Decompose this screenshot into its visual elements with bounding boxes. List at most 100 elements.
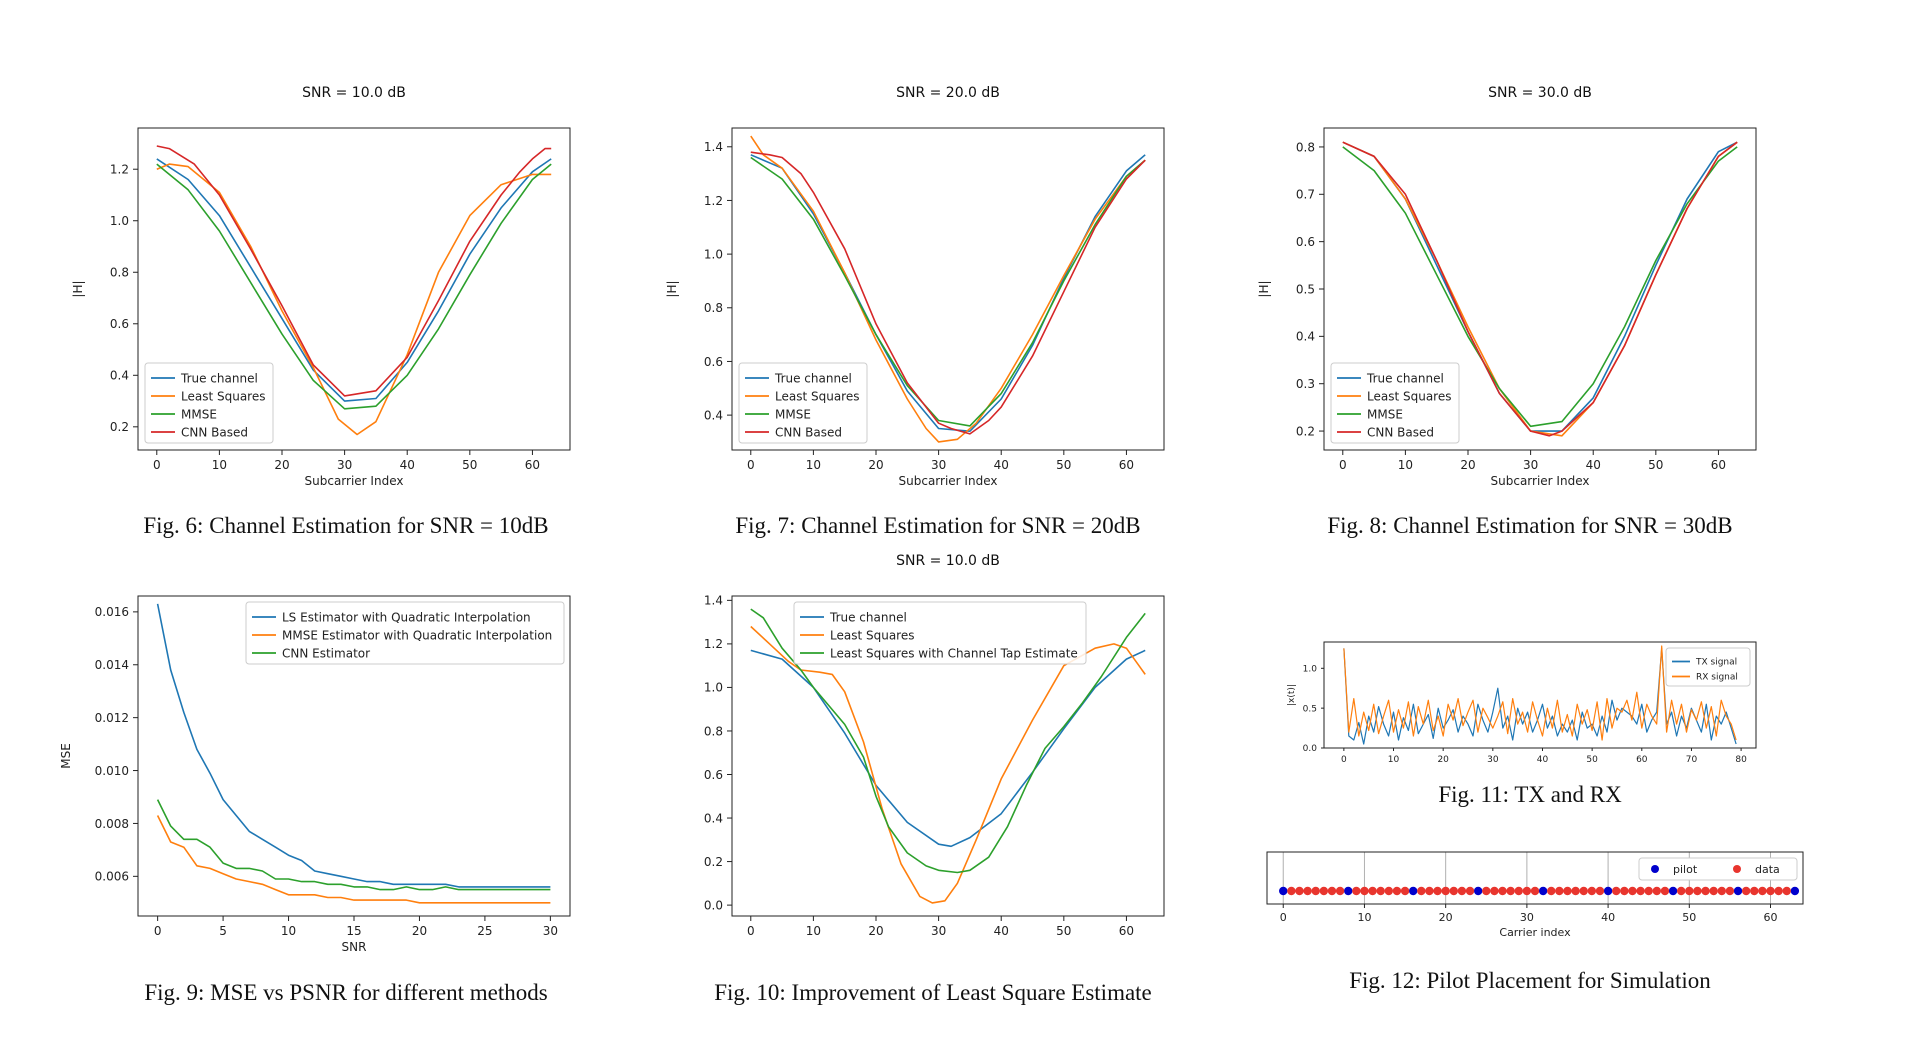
fig7-ytick-label: 0.8 [704,301,723,315]
fig12-data-point [1709,886,1718,896]
fig8-xtick-label: 50 [1648,458,1663,472]
fig6-chart: SNR = 10.0 dB 0 10 20 30 40 50 60 0.2 0.4 0.6 0.8 1.… [71,85,571,488]
fig12-data-point [1620,886,1629,896]
fig12-data-point [1766,886,1775,896]
fig12-data-point [1522,886,1532,896]
fig7-ytick-label: 1.0 [704,247,723,261]
fig11-xtick-label: 80 [1735,755,1747,765]
fig12-data-point [1498,886,1507,896]
fig12-data-point [1547,886,1556,896]
fig12-data-point [1457,886,1467,896]
fig12-xlabel: Carrier index [1499,926,1571,939]
fig12-data-point [1530,886,1540,896]
fig6-axes-frame [137,127,571,451]
fig12-pilot-point [1603,886,1613,896]
fig7-series-3 [750,151,1146,435]
fig12-pilot-point [1790,886,1800,896]
fig12-data-point [1417,886,1426,896]
fig12-data-point [1555,886,1564,896]
fig7-axes-frame [731,127,1165,451]
fig10-ytick-label: 0.2 [704,855,723,869]
fig8-caption: Fig. 8: Channel Estimation for SNR = 30d… [1327,513,1733,538]
fig12-data-point [1376,886,1385,896]
fig12-data-point [1774,886,1783,896]
fig12-data-point [1652,886,1662,896]
fig6-xtick-label: 60 [525,458,540,472]
fig10-legend-label: Least Squares [830,628,914,642]
fig11-caption: Fig. 11: TX and RX [1438,782,1622,807]
fig10-ytick-label: 0.4 [704,811,723,825]
fig9-legend-label: MMSE Estimator with Quadratic Interpolat… [282,628,552,642]
fig12-axes-frame [1266,851,1804,905]
fig7-xlabel: Subcarrier Index [899,474,998,488]
fig12-data-point [1571,886,1580,896]
fig7-ytick-label: 1.4 [704,140,723,154]
fig10-ytick-label: 0.8 [704,724,723,738]
fig7-caption: Fig. 7: Channel Estimation for SNR = 20d… [735,513,1141,538]
fig7-legend-label: Least Squares [775,389,859,403]
fig7-legend: True channel Least Squares MMSE CNN Based [738,362,868,444]
fig12-data-point [1636,886,1645,896]
fig11-ytick-label: 0.5 [1303,704,1317,714]
fig7-ytick-label: 0.4 [704,408,723,422]
fig11-xtick-label: 70 [1686,755,1698,765]
fig12-pilot-point [1733,886,1743,896]
fig12-data-point [1750,886,1759,896]
fig8-ytick-label: 0.4 [1296,330,1315,344]
fig12-data-point [1311,886,1320,896]
fig12-pilot-point [1668,886,1678,896]
fig8-title: SNR = 30.0 dB [1488,85,1592,101]
fig9-series-1 [156,815,551,904]
fig7-xtick-label: 20 [868,458,883,472]
fig11-xtick-label: 20 [1437,755,1449,765]
fig11-ytick-label: 1.0 [1303,665,1318,675]
fig12-data-point [1465,886,1475,896]
fig12-data-point [1701,886,1710,896]
fig7-xtick-label: 50 [1056,458,1071,472]
fig8-xtick-label: 30 [1523,458,1538,472]
fig8-ytick-label: 0.2 [1296,424,1315,438]
fig6-title: SNR = 10.0 dB [302,85,406,101]
fig11-legend-label: RX signal [1696,673,1738,683]
fig11-xtick-label: 10 [1388,755,1400,765]
fig12-pilot-point [1408,886,1418,896]
fig9-series-2 [156,799,551,891]
fig12-data-point [1717,886,1726,896]
fig10-chart: SNR = 10.0 dB 0 10 20 30 40 50 60 0.0 0.2 0.4 0.6 0.… [704,553,1165,938]
fig10-xtick-label: 20 [868,924,883,938]
fig10-caption: Fig. 10: Improvement of Least Square Est… [714,980,1152,1005]
fig7-legend-label: MMSE [775,407,811,421]
fig6-ytick-label: 0.4 [110,369,129,383]
fig12-xtick-label: 40 [1601,911,1615,924]
fig7-ylabel: |H| [665,280,679,297]
fig7-xtick-label: 30 [931,458,946,472]
fig7-xtick-label: 60 [1119,458,1134,472]
fig8-xtick-label: 0 [1339,458,1347,472]
fig8-ytick-label: 0.5 [1296,282,1315,296]
fig10-series-0 [750,649,1146,848]
fig12-data-point [1335,886,1345,896]
fig10-xtick-label: 60 [1119,924,1134,938]
fig7-ytick-label: 1.2 [704,194,723,208]
fig12-data-point [1514,886,1523,896]
fig9-xtick-label: 15 [346,924,361,938]
fig6-series-1 [156,163,552,436]
fig6-legend-label: Least Squares [181,389,265,403]
fig12-data-point [1368,886,1377,896]
fig6-xtick-label: 10 [212,458,227,472]
fig10-xtick-label: 10 [806,924,821,938]
fig12-data-point [1506,886,1515,896]
fig10-xtick-label: 50 [1056,924,1071,938]
fig12-data-point [1360,886,1369,896]
fig12-xtick-label: 20 [1439,911,1453,924]
fig12-data-point [1685,886,1694,896]
fig6-xtick-label: 40 [400,458,415,472]
fig9-caption: Fig. 9: MSE vs PSNR for different method… [144,980,548,1005]
fig12-data-point [1758,886,1767,896]
fig12-caption: Fig. 12: Pilot Placement for Simulation [1349,968,1711,993]
fig11-ytick-label: 0.0 [1303,744,1318,754]
fig9-xtick-label: 30 [543,924,558,938]
fig6-series-0 [156,158,552,402]
fig12-data-point [1295,886,1304,896]
fig9-legend-label: CNN Estimator [282,646,370,660]
